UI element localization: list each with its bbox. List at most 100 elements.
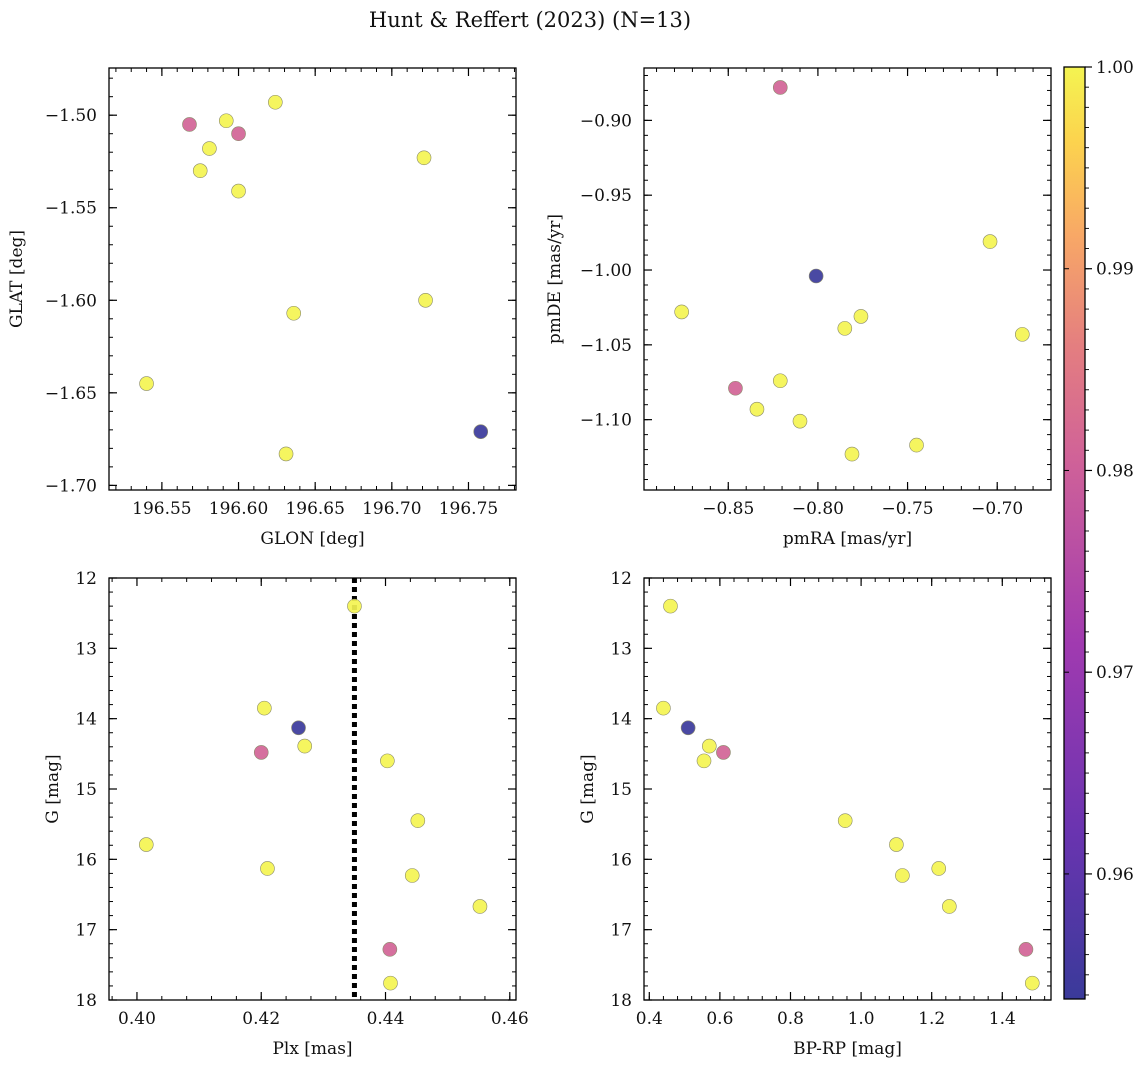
x-tick-label: −0.70 — [971, 499, 1023, 519]
data-point — [895, 868, 910, 883]
data-point — [138, 837, 154, 852]
y-tick-label: −1.55 — [45, 199, 97, 219]
x-tick-label: 1.0 — [848, 1009, 875, 1029]
data-point — [728, 380, 743, 396]
x-tick-label: −0.80 — [792, 499, 844, 519]
data-point — [1015, 327, 1030, 342]
data-point — [257, 700, 272, 716]
x-axis-label: pmRA [mas/yr] — [783, 529, 912, 549]
data-point — [218, 113, 234, 129]
data-point — [231, 126, 246, 142]
y-axis-label: GLAT [deg] — [7, 230, 27, 328]
data-point — [656, 700, 671, 716]
colorbar-tick-label: 0.97 — [1096, 663, 1134, 683]
x-tick-label: 196.70 — [362, 499, 421, 519]
data-point — [297, 738, 313, 754]
data-point — [792, 413, 808, 429]
data-point — [702, 738, 717, 754]
data-point — [931, 861, 947, 876]
data-point — [192, 163, 208, 179]
x-axis-label: GLON [deg] — [260, 529, 364, 549]
y-tick-label: 14 — [75, 710, 97, 730]
x-tick-label: 0.4 — [636, 1009, 663, 1029]
data-point — [837, 321, 853, 336]
data-point — [418, 292, 433, 308]
data-point — [853, 309, 869, 324]
x-tick-label: 196.65 — [285, 499, 344, 519]
colorbar-tick-label: 0.98 — [1096, 461, 1134, 481]
x-axis-label: Plx [mas] — [272, 1039, 352, 1059]
data-point — [942, 899, 957, 914]
y-tick-label: 16 — [610, 850, 632, 870]
data-point — [473, 424, 489, 439]
figure-title: Hunt & Reffert (2023) (N=13) — [369, 8, 691, 32]
colorbar-tick-label: 0.99 — [1096, 260, 1134, 280]
y-tick-label: 13 — [610, 639, 632, 659]
data-point — [837, 813, 853, 828]
y-axis-label: G [mag] — [43, 754, 63, 823]
y-tick-label: 13 — [75, 639, 97, 659]
y-tick-label: 18 — [610, 991, 632, 1011]
y-tick-label: −0.95 — [580, 186, 632, 206]
data-point — [772, 80, 788, 95]
x-tick-label: 1.2 — [918, 1009, 945, 1029]
x-tick-label: 196.75 — [439, 499, 498, 519]
axes-frame — [108, 577, 517, 1001]
data-point — [663, 598, 678, 614]
data-point — [982, 234, 998, 249]
x-tick-label: 0.8 — [777, 1009, 804, 1029]
data-point — [716, 745, 731, 760]
data-point — [404, 868, 420, 883]
y-tick-label: −1.60 — [45, 291, 97, 311]
data-point — [260, 861, 275, 876]
data-point — [772, 373, 788, 389]
data-point — [1018, 942, 1034, 957]
y-tick-label: −1.70 — [45, 476, 97, 496]
data-point — [844, 446, 860, 462]
axes-frame — [108, 67, 517, 491]
x-tick-label: 0.46 — [491, 1009, 529, 1029]
data-point — [410, 813, 426, 828]
y-tick-label: 14 — [610, 710, 632, 730]
data-point — [909, 437, 924, 453]
data-point — [291, 720, 306, 736]
y-axis-label: G [mag] — [578, 754, 598, 823]
x-tick-label: 196.55 — [132, 499, 191, 519]
y-tick-label: −1.05 — [580, 336, 632, 356]
data-point — [680, 720, 696, 736]
panel-pos: 196.55 196.60 196.65 196.70 196.75 −1.50 −1.55… — [7, 67, 517, 549]
x-tick-label: 0.44 — [367, 1009, 405, 1029]
y-tick-label: 12 — [610, 569, 632, 589]
x-tick-label: 196.60 — [209, 499, 268, 519]
panel-cmd: 0.4 0.6 0.8 1.0 1.2 1.4 12 13 14 15 16 17 18 BP-RP [m… — [578, 569, 1052, 1059]
data-point — [268, 94, 283, 110]
y-tick-label: −1.65 — [45, 384, 97, 404]
data-point — [472, 899, 488, 914]
data-point — [1024, 975, 1040, 991]
y-tick-label: 16 — [75, 850, 97, 870]
colorbar-frame — [1063, 66, 1086, 1000]
x-tick-label: 1.4 — [989, 1009, 1016, 1029]
data-point — [416, 150, 432, 166]
y-tick-label: −0.90 — [580, 111, 632, 131]
y-tick-label: 15 — [75, 780, 97, 800]
data-point — [889, 837, 904, 852]
y-tick-label: 17 — [75, 921, 97, 941]
axes-frame — [643, 67, 1052, 491]
data-point — [253, 745, 269, 760]
colorbar-tick-label: 1.00 — [1096, 58, 1134, 78]
data-point — [278, 446, 294, 462]
data-point — [202, 141, 217, 156]
y-tick-label: 17 — [610, 921, 632, 941]
x-tick-label: 0.42 — [242, 1009, 280, 1029]
colorbar-tick-label: 0.96 — [1096, 865, 1134, 885]
colorbar-gradient — [1064, 67, 1085, 999]
data-point — [347, 598, 362, 614]
data-point — [139, 376, 154, 391]
y-tick-label: −1.50 — [45, 106, 97, 126]
axes-frame — [643, 577, 1052, 1001]
y-tick-label: 18 — [75, 991, 97, 1011]
data-point — [674, 304, 689, 320]
data-point — [286, 305, 302, 321]
x-axis-label: BP-RP [mag] — [793, 1039, 902, 1059]
